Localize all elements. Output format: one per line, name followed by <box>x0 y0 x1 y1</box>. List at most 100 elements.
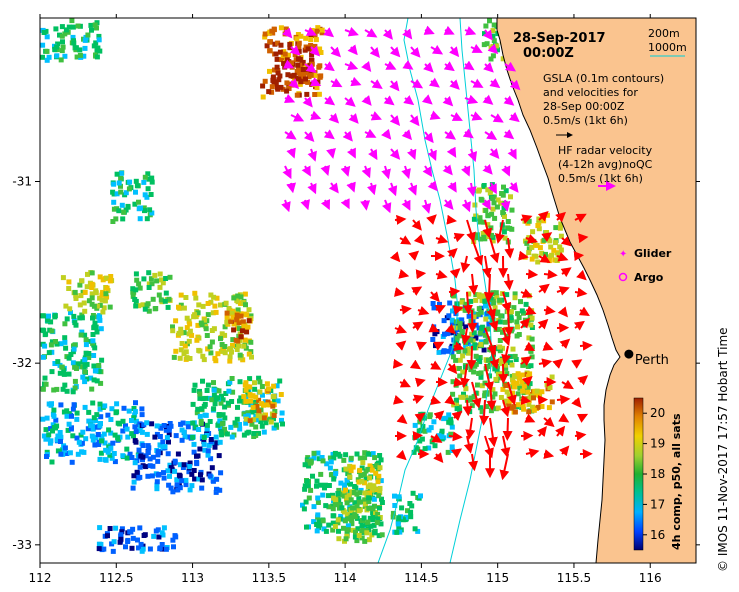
sst-pixel <box>325 493 331 499</box>
radar-vector <box>434 305 447 315</box>
sst-pixel <box>61 409 67 415</box>
sst-pixel <box>40 54 45 60</box>
sst-pixel <box>187 460 193 466</box>
sst-pixel <box>270 403 276 409</box>
sst-pixel <box>341 509 347 515</box>
sst-pixel <box>130 289 136 295</box>
sst-pixel <box>546 405 552 411</box>
sst-pixel <box>40 354 46 360</box>
sst-pixel <box>113 216 119 222</box>
sst-pixel <box>91 353 97 358</box>
sst-pixel <box>238 300 243 306</box>
sst-pixel <box>224 314 230 320</box>
gsla-vector <box>282 165 292 180</box>
sst-pixel <box>488 56 494 62</box>
sst-pixel <box>351 490 357 495</box>
sst-pixel <box>491 301 497 307</box>
sst-pixel <box>362 480 367 486</box>
sst-pixel <box>534 391 539 397</box>
sst-pixel <box>137 216 143 222</box>
sst-pixel <box>512 291 518 297</box>
sst-pixel <box>218 302 223 308</box>
sst-pixel <box>229 376 235 381</box>
radar-vector <box>466 345 477 371</box>
gsla-vector <box>443 61 455 72</box>
sst-pixel <box>132 412 138 418</box>
sst-pixel <box>352 512 358 518</box>
sst-pixel <box>354 451 360 457</box>
sst-pixel <box>181 429 187 435</box>
gsla-vector <box>507 148 517 160</box>
sst-pixel <box>247 376 253 382</box>
gsla-vector <box>360 199 371 211</box>
sst-pixel <box>267 48 273 54</box>
gsla-vector <box>389 46 401 58</box>
sst-pixel <box>146 281 152 287</box>
gsla-vector <box>489 148 500 160</box>
sst-pixel <box>298 33 304 39</box>
sst-pixel <box>554 257 560 263</box>
sst-pixel <box>236 320 242 326</box>
sst-pixel <box>156 292 162 298</box>
radar-vector <box>489 345 500 370</box>
sst-pixel <box>448 416 454 422</box>
sst-pixel <box>211 387 217 393</box>
sst-pixel <box>91 43 97 49</box>
sst-pixel <box>520 403 526 409</box>
sst-pixel <box>264 381 270 387</box>
sst-pixel <box>498 313 504 319</box>
sst-pixel <box>529 256 535 262</box>
radar-vector <box>573 251 585 262</box>
sst-pixel <box>519 308 525 314</box>
radar-vector <box>433 452 444 464</box>
sst-pixel <box>456 366 462 371</box>
sst-pixel <box>236 326 242 332</box>
radar-vector <box>494 219 505 244</box>
radar-vector <box>482 255 492 279</box>
radar-vector <box>399 235 412 245</box>
gsla-vector <box>484 130 498 140</box>
sst-pixel <box>453 357 459 363</box>
gsla-legend-line3: 28-Sep 00:00Z <box>543 100 625 113</box>
sst-pixel <box>233 337 239 343</box>
sst-pixel <box>468 318 474 324</box>
radar-vector <box>451 410 463 422</box>
sst-pixel <box>509 207 515 213</box>
sst-pixel <box>411 449 417 455</box>
sst-pixel <box>60 275 66 281</box>
sst-pixel <box>115 420 121 426</box>
sst-pixel <box>157 284 163 290</box>
sst-pixel <box>335 451 341 457</box>
sst-pixel <box>428 425 434 431</box>
sst-pixel <box>298 71 304 77</box>
sst-pixel <box>210 310 216 316</box>
sst-pixel <box>44 415 50 421</box>
radar-vector <box>433 341 445 351</box>
sst-pixel <box>220 412 226 418</box>
gsla-vector <box>389 114 401 126</box>
sst-pixel <box>95 45 101 51</box>
sst-pixel <box>510 346 516 352</box>
sst-pixel <box>219 421 225 427</box>
sst-pixel <box>97 302 103 308</box>
sst-pixel <box>195 322 201 328</box>
sst-pixel <box>504 389 510 395</box>
sst-pixel <box>331 476 337 482</box>
sst-pixel <box>93 40 99 46</box>
sst-pixel <box>260 94 266 100</box>
gsla-vector <box>383 95 395 106</box>
sst-pixel <box>105 533 110 539</box>
sst-pixel <box>57 370 63 376</box>
sst-pixel <box>129 418 134 423</box>
sst-pixel <box>91 363 97 369</box>
sst-pixel <box>74 435 80 441</box>
sst-pixel <box>252 380 257 386</box>
sst-pixel <box>203 326 209 332</box>
radar-vector <box>471 237 484 266</box>
sst-pixel <box>92 442 98 448</box>
sst-pixel <box>457 373 463 379</box>
gsla-vector <box>330 46 341 58</box>
sst-pixel <box>547 385 553 390</box>
sst-pixel <box>243 420 249 426</box>
radar-vector <box>500 435 511 458</box>
